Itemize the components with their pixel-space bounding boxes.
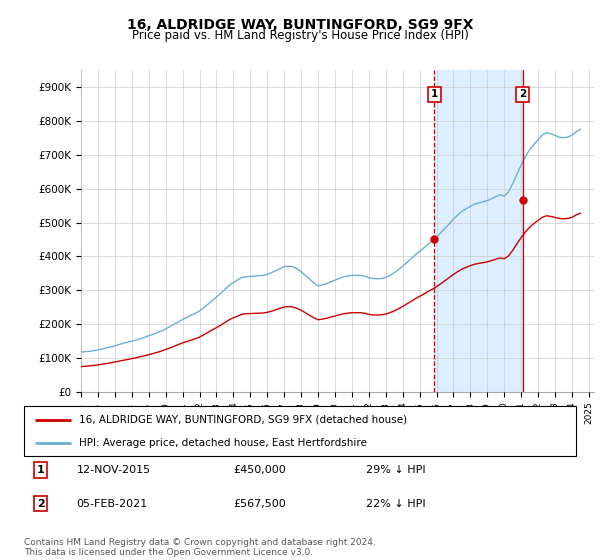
Text: 16, ALDRIDGE WAY, BUNTINGFORD, SG9 9FX (detached house): 16, ALDRIDGE WAY, BUNTINGFORD, SG9 9FX (…	[79, 414, 407, 424]
Text: 2: 2	[37, 498, 44, 508]
Text: 12-NOV-2015: 12-NOV-2015	[76, 465, 151, 475]
Bar	[434, 70, 523, 392]
Text: 1: 1	[431, 89, 438, 99]
Text: Price paid vs. HM Land Registry's House Price Index (HPI): Price paid vs. HM Land Registry's House …	[131, 29, 469, 42]
Text: £450,000: £450,000	[234, 465, 287, 475]
Text: 29% ↓ HPI: 29% ↓ HPI	[366, 465, 426, 475]
Text: 22% ↓ HPI: 22% ↓ HPI	[366, 498, 426, 508]
Text: 05-FEB-2021: 05-FEB-2021	[76, 498, 148, 508]
Text: 16, ALDRIDGE WAY, BUNTINGFORD, SG9 9FX: 16, ALDRIDGE WAY, BUNTINGFORD, SG9 9FX	[127, 18, 473, 32]
Text: HPI: Average price, detached house, East Hertfordshire: HPI: Average price, detached house, East…	[79, 438, 367, 448]
Text: £567,500: £567,500	[234, 498, 287, 508]
Text: 2: 2	[519, 89, 526, 99]
Text: Contains HM Land Registry data © Crown copyright and database right 2024.
This d: Contains HM Land Registry data © Crown c…	[24, 538, 376, 557]
FancyBboxPatch shape	[24, 406, 576, 456]
Text: 1: 1	[37, 465, 44, 475]
